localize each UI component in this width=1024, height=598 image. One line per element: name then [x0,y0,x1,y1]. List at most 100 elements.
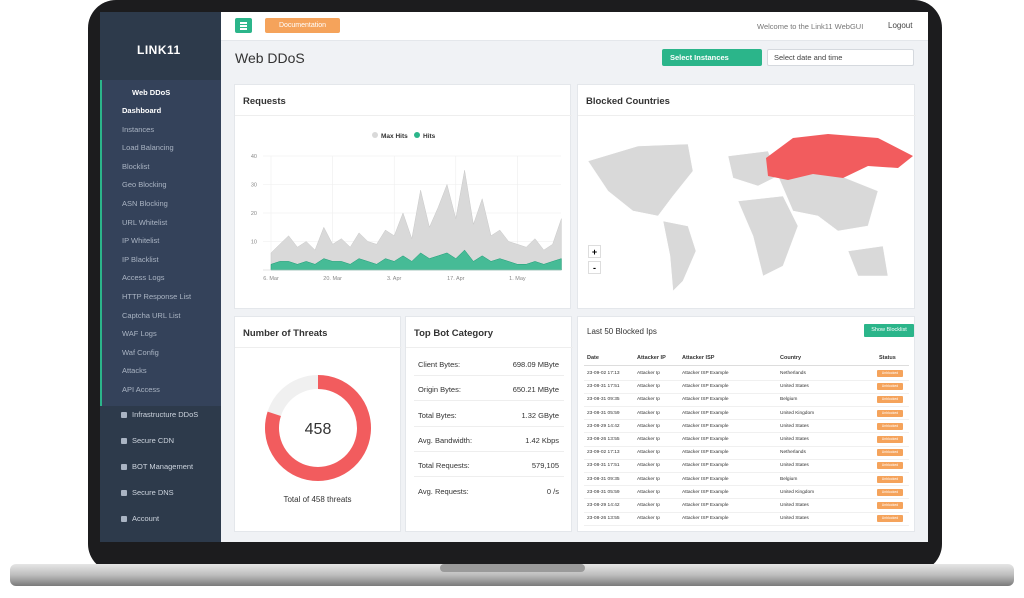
table-cell: 23-09-02 17:13 [587,371,620,376]
table-cell: Attacker Ip [637,423,660,429]
row-divider [584,511,909,513]
legend-swatch [414,132,420,138]
menu-section[interactable]: Infrastructure DDoS [132,410,199,419]
menu-item[interactable]: URL Whitelist [122,217,168,227]
row-divider [584,471,909,473]
menu-item[interactable]: Load Balancing [122,143,174,153]
menu-item[interactable]: Captcha URL List [122,310,181,320]
bot-category-panel: Top Bot Category Client Bytes: 698.09 MByt… [405,316,573,532]
stat-label: Origin Bytes: [418,385,461,395]
instances-select[interactable]: Select Instances [662,49,762,66]
panel-divider [235,347,402,348]
area-series [270,249,562,271]
table-cell: 23-09-02 17:13 [587,450,620,456]
menu-button[interactable] [235,18,252,33]
menu-item[interactable]: WAF Logs [122,329,157,339]
threats-panel: Number of Threats 458 Total of 458 threats [234,316,402,532]
table-cell: Attacker Ip [637,450,660,456]
row-divider [584,524,909,526]
status-badge: Unblocked [877,436,903,443]
highlighted-country [766,134,913,180]
zoom-button[interactable]: + [588,245,601,258]
logout-link[interactable]: Logout [888,21,913,30]
status-badge: Unblocked [877,475,903,483]
show-blocklist-button[interactable]: Show Blocklist [864,324,914,337]
stat-value: 579,105 [531,461,559,471]
stat-value: 1.42 Kbps [525,435,559,445]
menu-item[interactable]: IP Blacklist [122,254,159,264]
table-cell: 23-08-31 09:35 [587,397,620,403]
welcome-text: Welcome to the Link11 WebGUI [757,22,864,31]
table-cell: Netherlands [780,450,806,456]
column-header[interactable]: Attacker ISP [682,355,715,361]
stat-value: 0 /s [546,486,559,496]
menu-item[interactable]: Geo Blocking [122,180,167,190]
donut-arc [265,375,371,481]
date-select[interactable]: Select date and time [767,49,914,66]
menu-section[interactable]: BOT Management [132,462,194,471]
table-cell: Belgium [780,476,798,482]
row-divider [414,375,564,376]
row-divider [414,400,564,402]
table-cell: Attacker ISP Example [682,516,729,522]
menu-section[interactable]: Secure CDN [132,436,175,445]
status-badge: Unblocked [877,502,903,509]
menu-item[interactable]: Waf Config [122,347,159,357]
table-cell: United States [780,423,809,429]
panel-title: Top Bot Category [414,328,493,339]
menu-item[interactable]: Dashboard [122,106,162,115]
row-divider [584,498,909,500]
stat-label: Total Requests: [418,461,470,471]
menu-item[interactable]: Blocklist [122,161,150,171]
column-header[interactable]: Attacker IP [637,355,666,361]
section-title: Web DDoS [132,88,171,97]
menu-section[interactable]: Account [132,514,160,523]
table-cell: Attacker ISP Example [682,450,729,456]
threat-caption: Total of 458 threats [283,495,352,504]
row-divider [414,450,564,452]
sidebar: LINK11 Web DDoS Dashboard Instances Load Bal… [100,12,221,542]
status-badge: Unblocked [877,449,903,457]
row-divider [414,425,564,427]
table-cell: Netherlands [780,371,806,376]
row-divider [584,445,909,447]
documentation-button[interactable]: Documentation [265,18,340,33]
screen: LINK11 Web DDoS Dashboard Instances Load Bal… [100,12,928,542]
active-section-bg [100,80,221,406]
column-header[interactable]: Date [587,355,599,361]
column-header[interactable]: Country [780,355,802,361]
blocked-ips-panel: Last 50 Blocked Ips Show Blocklist Date Att… [577,316,915,532]
menu-section[interactable]: Secure DNS [132,488,174,497]
status-badge: Unblocked [877,488,903,496]
table-cell: United States [780,384,809,390]
y-tick-label: 40 [251,154,257,160]
menu-icon [121,464,127,470]
table-cell: Attacker ISP Example [682,463,729,469]
row-divider [584,419,909,421]
page-title: Web DDoS [235,50,305,66]
x-tick-label: 20. Mar [323,276,342,282]
requests-chart: Max Hits Hits 10 20 30 40 6. Mar 20. Mar 3. Apr 1… [251,132,562,282]
menu-item[interactable]: API Access [122,385,160,394]
table-cell: Attacker ISP Example [682,489,729,495]
panel-title: Blocked Countries [586,96,670,107]
table-cell: Attacker Ip [637,503,660,508]
menu-icon-line [240,22,247,24]
menu-item[interactable]: Attacks [122,366,147,376]
map-land [847,245,889,277]
zoom-button[interactable]: - [588,261,601,274]
y-tick-label: 30 [251,183,257,189]
panel-divider [578,115,916,116]
x-tick-label: 1. May [509,276,526,282]
menu-item[interactable]: ASN Blocking [122,199,168,208]
table-cell: Attacker Ip [637,516,660,522]
column-header[interactable]: Status [879,355,896,361]
row-divider [584,485,909,487]
menu-item[interactable]: Access Logs [122,273,165,283]
menu-item[interactable]: IP Whitelist [122,236,160,246]
menu-item[interactable]: HTTP Response List [122,292,192,301]
menu-item[interactable]: Instances [122,124,155,134]
table-cell: Attacker ISP Example [682,410,729,416]
panel-title: Requests [243,96,286,107]
